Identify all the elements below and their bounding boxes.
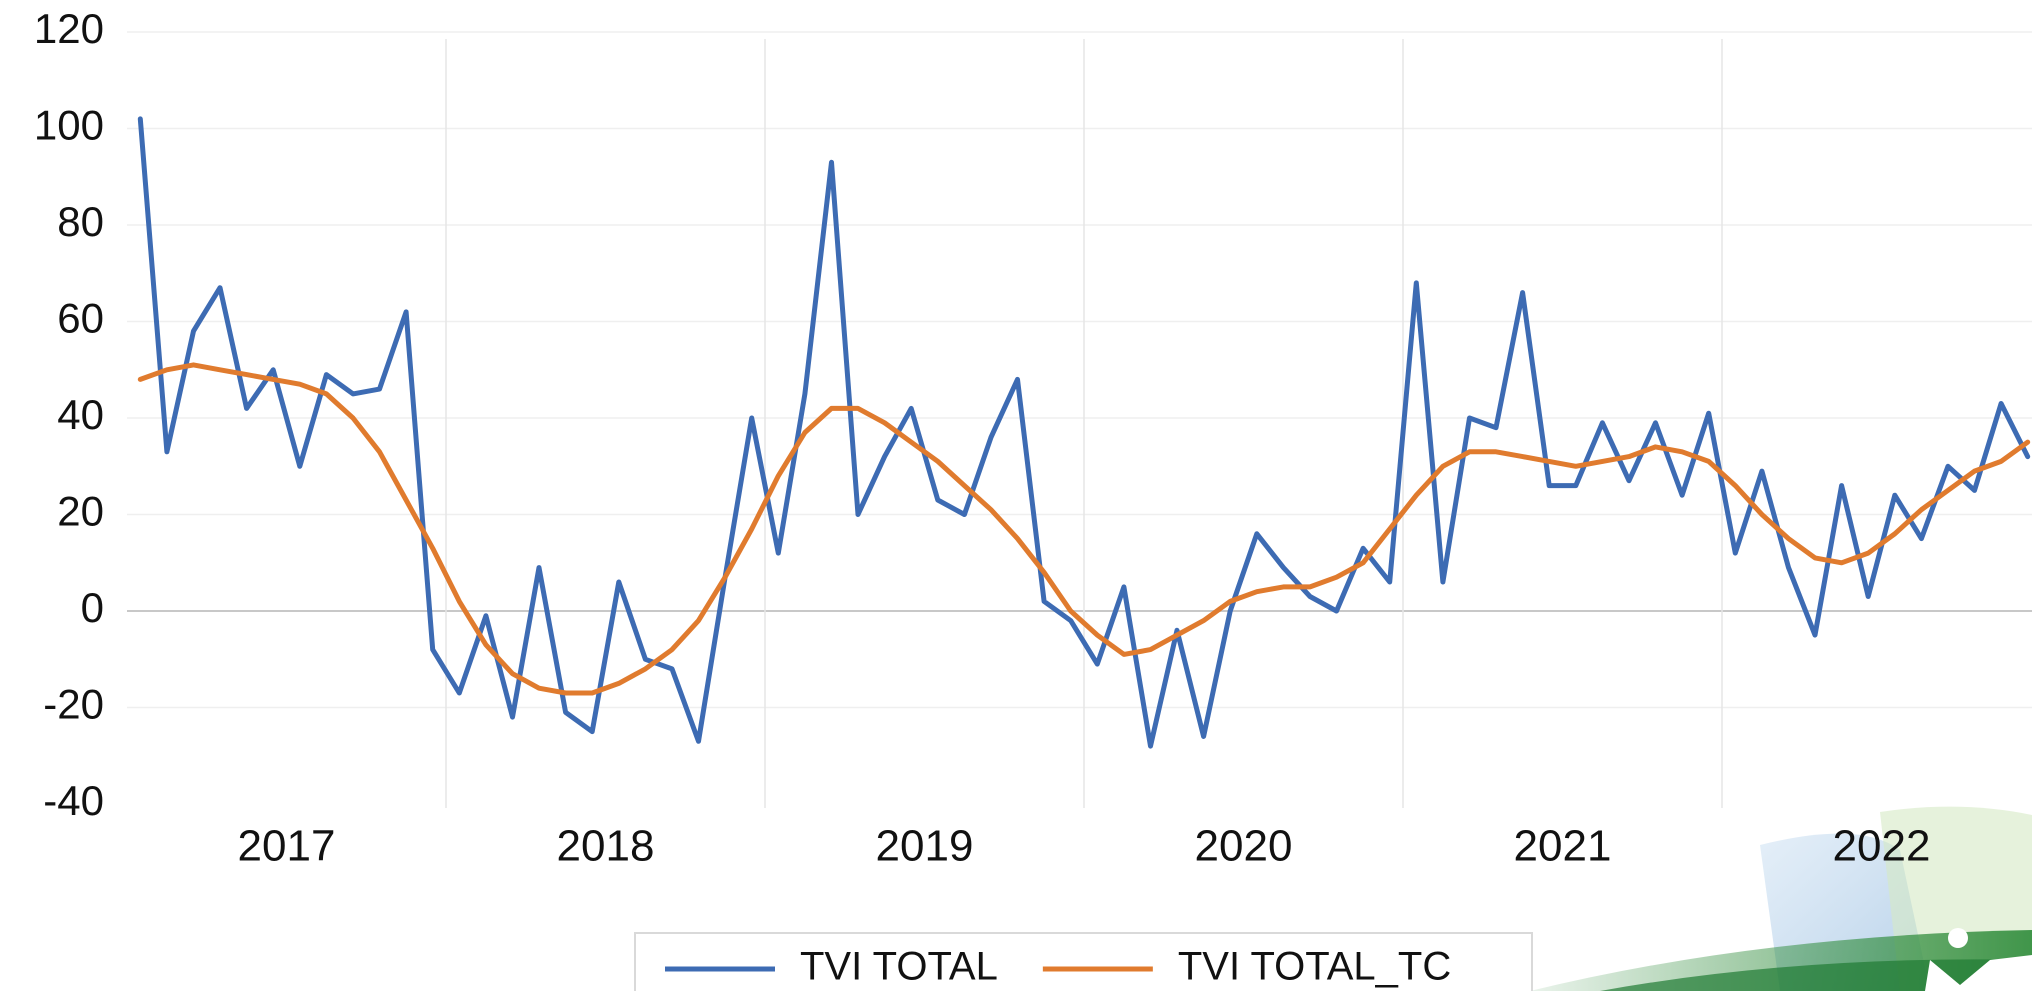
- y-tick-label: 80: [57, 198, 104, 245]
- logo-decoration: [1530, 806, 2032, 991]
- y-tick-label: 0: [81, 584, 104, 631]
- y-tick-label: 20: [57, 488, 104, 535]
- y-tick-label: 60: [57, 295, 104, 342]
- legend-box: [634, 932, 1533, 991]
- x-tick-label: 2022: [1833, 822, 1931, 871]
- legend-label: TVI TOTAL_TC: [1178, 945, 1451, 989]
- x-tick-label: 2018: [557, 822, 655, 871]
- y-tick-label: 40: [57, 391, 104, 438]
- axes: -40 -20 0 20 40 60 80 100 120 2017 2018 2019 2020 202…: [34, 5, 1931, 871]
- plot-lines: [137, 116, 2031, 749]
- y-tick-label: 120: [34, 5, 104, 52]
- x-tick-label: 2020: [1195, 822, 1293, 871]
- series-line: [137, 362, 2031, 696]
- y-tick-label: -20: [43, 681, 104, 728]
- grid: [127, 31, 2032, 808]
- x-tick-label: 2019: [876, 822, 974, 871]
- y-tick-label: -40: [43, 777, 104, 824]
- legend-label: TVI TOTAL: [800, 945, 998, 989]
- legend: TVI TOTAL TVI TOTAL_TC: [634, 932, 1533, 991]
- x-tick-label: 2017: [238, 822, 336, 871]
- y-tick-label: 100: [34, 102, 104, 149]
- x-tick-label: 2021: [1514, 822, 1612, 871]
- series-line: [137, 116, 2031, 749]
